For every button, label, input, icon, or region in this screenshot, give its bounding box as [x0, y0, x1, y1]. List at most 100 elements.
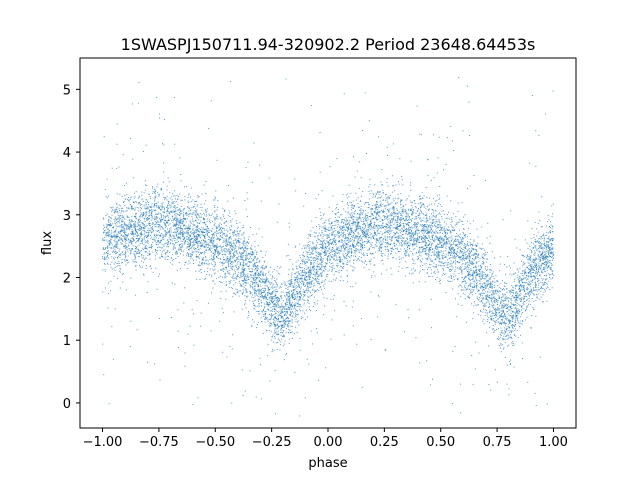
data-point — [280, 334, 282, 336]
data-point — [302, 275, 304, 277]
data-point — [340, 241, 342, 243]
data-point — [167, 250, 169, 252]
data-point — [475, 341, 477, 343]
data-point — [475, 256, 477, 258]
data-point — [243, 236, 245, 238]
data-point — [310, 263, 312, 265]
data-point — [165, 197, 167, 199]
data-point — [245, 300, 247, 302]
data-point — [315, 278, 317, 280]
data-point — [321, 263, 323, 265]
data-point — [131, 230, 133, 232]
data-point — [273, 296, 275, 298]
data-point — [115, 234, 117, 236]
data-point — [284, 322, 286, 324]
data-point — [151, 217, 153, 219]
data-point — [213, 240, 215, 242]
data-point — [437, 253, 439, 255]
data-point — [437, 268, 439, 270]
data-point — [429, 267, 431, 269]
data-point — [323, 233, 325, 235]
data-point — [311, 277, 313, 279]
data-point — [332, 233, 334, 235]
data-point — [104, 268, 106, 270]
data-point — [254, 262, 256, 264]
data-point — [196, 242, 198, 244]
data-point — [450, 248, 452, 250]
data-point — [270, 296, 272, 298]
data-point — [511, 331, 513, 333]
data-point — [397, 226, 399, 228]
data-point — [150, 268, 152, 270]
data-point — [473, 286, 475, 288]
data-point — [516, 305, 518, 307]
data-point — [113, 258, 115, 260]
data-point — [422, 240, 424, 242]
data-point — [445, 273, 447, 275]
data-point — [359, 225, 361, 227]
data-point — [420, 259, 422, 261]
data-point — [486, 313, 488, 315]
data-point — [195, 226, 197, 228]
data-point — [197, 245, 199, 247]
data-point — [485, 297, 487, 299]
data-point — [440, 224, 442, 226]
data-point — [393, 200, 395, 202]
data-point — [177, 253, 179, 255]
data-point — [109, 242, 111, 244]
data-point — [348, 227, 350, 229]
data-point — [192, 263, 194, 265]
data-point — [335, 271, 337, 273]
data-point — [501, 320, 503, 322]
data-point — [552, 247, 554, 249]
data-point — [382, 219, 384, 221]
data-point — [512, 316, 514, 318]
data-point — [191, 255, 193, 257]
data-point — [401, 267, 403, 269]
data-point — [291, 331, 293, 333]
data-point — [433, 254, 435, 256]
data-point — [384, 348, 386, 350]
data-point — [517, 312, 519, 314]
data-point — [280, 329, 282, 331]
data-point — [287, 254, 289, 256]
data-point — [313, 271, 315, 273]
data-point — [552, 203, 554, 205]
data-point — [366, 241, 368, 243]
data-point — [261, 273, 263, 275]
data-point — [343, 255, 345, 257]
data-point — [411, 234, 413, 236]
data-point — [334, 213, 336, 215]
data-point — [172, 234, 174, 236]
data-point — [154, 239, 156, 241]
data-point — [354, 176, 356, 178]
data-point — [379, 191, 381, 193]
data-point — [393, 207, 395, 209]
data-point — [147, 218, 149, 220]
data-point — [415, 243, 417, 245]
data-point — [458, 243, 460, 245]
data-point — [332, 266, 334, 268]
data-point — [356, 229, 357, 231]
data-point — [205, 231, 207, 233]
data-point — [369, 234, 371, 236]
data-point — [225, 235, 227, 237]
data-point — [536, 271, 538, 273]
data-point — [371, 226, 373, 228]
data-point — [216, 256, 218, 258]
data-point — [232, 249, 234, 251]
data-point — [135, 224, 137, 226]
data-point — [252, 234, 254, 236]
data-point — [137, 102, 139, 104]
data-point — [330, 243, 332, 245]
data-point — [274, 290, 276, 292]
data-point — [406, 215, 408, 217]
data-point — [502, 309, 504, 311]
data-point — [303, 295, 305, 297]
data-point — [316, 258, 318, 260]
data-point — [151, 243, 153, 245]
data-point — [230, 224, 232, 226]
data-point — [463, 278, 465, 280]
data-point — [390, 267, 392, 269]
data-point — [340, 231, 342, 233]
